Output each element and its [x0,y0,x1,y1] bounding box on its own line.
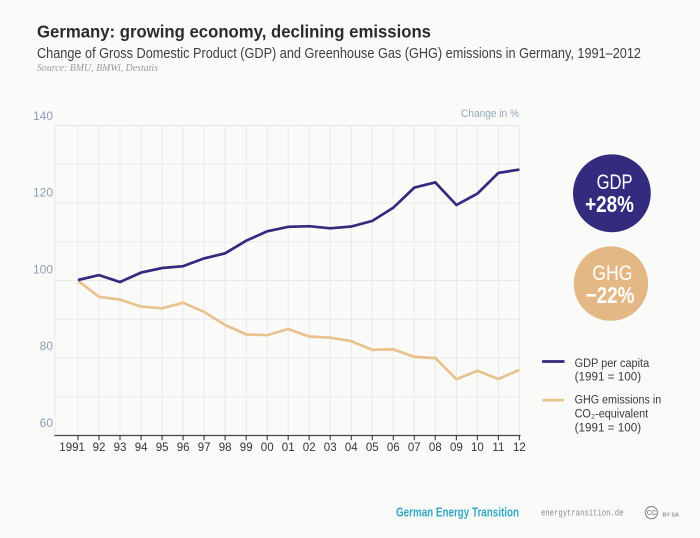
svg-text:04: 04 [345,442,358,454]
svg-text:08: 08 [429,442,442,454]
svg-text:92: 92 [93,442,106,454]
svg-text:1991: 1991 [59,442,85,454]
svg-text:BY SA: BY SA [663,512,680,518]
svg-text:energytransition.de: energytransition.de [541,507,624,518]
svg-text:01: 01 [282,442,295,454]
svg-text:GDP per capita: GDP per capita [575,358,650,370]
svg-text:00: 00 [261,442,274,454]
svg-text:GHG emissions in: GHG emissions in [575,394,662,406]
svg-text:Germany: growing economy, decl: Germany: growing economy, declining emis… [37,22,431,42]
svg-text:80: 80 [40,339,54,353]
svg-text:German Energy Transition: German Energy Transition [396,505,519,519]
svg-text:CC: CC [647,508,657,517]
svg-text:+28%: +28% [585,191,634,217]
svg-text:94: 94 [135,442,148,454]
svg-text:09: 09 [450,442,463,454]
svg-text:93: 93 [114,442,127,454]
svg-text:CO₂-equivalent: CO₂-equivalent [575,409,649,421]
svg-text:100: 100 [33,262,53,276]
svg-text:GDP: GDP [597,170,633,194]
svg-text:03: 03 [324,442,337,454]
svg-text:Change of Gross Domestic Produ: Change of Gross Domestic Product (GDP) a… [37,45,641,62]
svg-text:05: 05 [366,442,379,454]
svg-text:Source: BMU, BMWi, Destatis: Source: BMU, BMWi, Destatis [37,62,158,74]
svg-text:07: 07 [408,442,421,454]
svg-text:(1991 = 100): (1991 = 100) [575,423,642,435]
svg-text:140: 140 [33,109,53,123]
svg-text:60: 60 [40,416,54,430]
svg-text:99: 99 [240,442,253,454]
svg-text:Change in %: Change in % [461,108,519,120]
svg-text:−22%: −22% [586,282,635,308]
svg-text:11: 11 [492,442,504,454]
svg-text:97: 97 [198,442,211,454]
svg-text:95: 95 [156,442,169,454]
svg-text:02: 02 [303,442,316,454]
svg-text:96: 96 [177,442,190,454]
svg-text:(1991 = 100): (1991 = 100) [575,371,642,383]
svg-text:10: 10 [471,442,484,454]
svg-text:12: 12 [513,442,526,454]
svg-text:120: 120 [33,186,53,200]
svg-text:98: 98 [219,442,232,454]
svg-text:06: 06 [387,442,400,454]
svg-text:GHG: GHG [592,261,632,285]
